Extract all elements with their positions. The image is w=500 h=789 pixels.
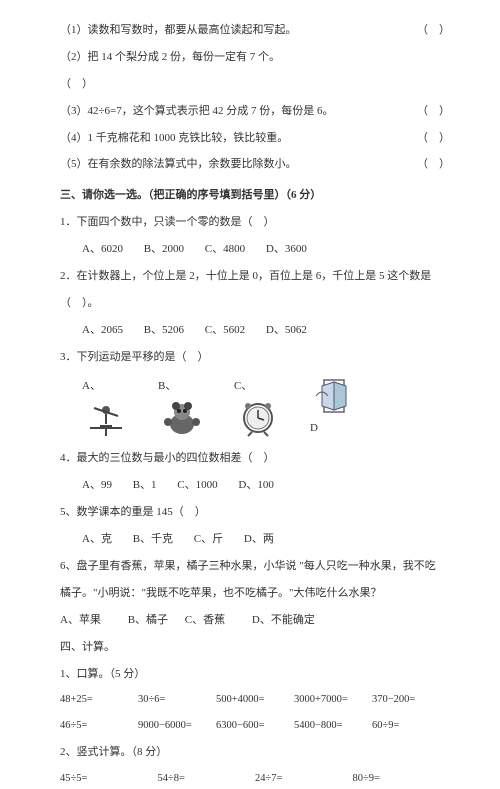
calc-sub2: 2、竖式计算。（8 分） — [60, 742, 450, 763]
mc-q2b: B、5206 — [144, 324, 184, 336]
section4-title: 四、计算。 — [60, 637, 450, 658]
mc-q2-choices: A、2065 B、5206 C、5602 D、5062 — [60, 320, 450, 341]
tf-q5-text: （5）在有余数的除法算式中，余数要比除数小。 — [60, 158, 297, 170]
mc-q6-choices: A、苹果 B、橘子 C、香蕉 D、不能确定 — [60, 610, 450, 631]
tf-q2-paren: （ ） — [60, 74, 450, 95]
calc-row3: 45÷5= 54÷8= 24÷7= 80÷9= — [60, 769, 450, 789]
calc-r2c: 6300−600= — [216, 716, 294, 736]
mc-q2d: D、5062 — [266, 324, 307, 336]
tf-q4-text: （4）1 千克棉花和 1000 克铁比较，铁比较重。 — [60, 132, 288, 144]
calc-r2a: 46÷5= — [60, 716, 138, 736]
calc-r2e: 60÷9= — [372, 716, 450, 736]
calc-r3d: 80÷9= — [353, 769, 451, 789]
tf-q4: （4）1 千克棉花和 1000 克铁比较，铁比较重。 （ ） — [60, 128, 450, 149]
mc-q2c: C、5602 — [205, 324, 245, 336]
img-b-label: B、 — [158, 376, 176, 397]
mc-q6a: A、苹果 — [60, 614, 101, 626]
mc-q5c: C、斤 — [194, 533, 223, 545]
img-d-item: D — [310, 376, 358, 439]
panda-toy-icon — [158, 398, 206, 438]
mc-q1a: A、6020 — [82, 243, 123, 255]
tf-q1: （1）读数和写数时，都要从最高位读起和写起。 （ ） — [60, 20, 450, 41]
img-a-item: A、 — [82, 376, 130, 439]
mc-q1b: B、2000 — [144, 243, 184, 255]
mc-q5a: A、克 — [82, 533, 112, 545]
mc-q4c: C、1000 — [177, 479, 217, 491]
section3-title: 三、请你选一选。（把正确的序号填到括号里）（6 分） — [60, 185, 450, 206]
tf-q1-text: （1）读数和写数时，都要从最高位读起和写起。 — [60, 24, 297, 36]
mc-q1d: D、3600 — [266, 243, 307, 255]
tf-q1-paren: （ ） — [417, 20, 450, 41]
calc-r3a: 45÷5= — [60, 769, 158, 789]
mc-q2-line2: （ ）。 — [60, 293, 450, 314]
door-icon — [310, 376, 358, 416]
img-c-item: C、 — [234, 376, 282, 439]
mc-q5: 5、数学课本的重是 145（ ） — [60, 502, 450, 523]
img-c-label: C、 — [234, 376, 252, 397]
acrobat-icon — [82, 398, 130, 438]
calc-r2d: 5400−800= — [294, 716, 372, 736]
mc-q6d: D、不能确定 — [252, 614, 315, 626]
img-a-label: A、 — [82, 376, 101, 397]
mc-q1c: C、4800 — [205, 243, 245, 255]
calc-sub1: 1、口算。（5 分） — [60, 664, 450, 685]
img-b-item: B、 — [158, 376, 206, 439]
calc-r2b: 9000−6000= — [138, 716, 216, 736]
calc-r1c: 500+4000= — [216, 690, 294, 710]
calc-r1d: 3000+7000= — [294, 690, 372, 710]
calc-r3b: 54÷8= — [158, 769, 256, 789]
mc-q4a: A、99 — [82, 479, 112, 491]
tf-q3-paren: （ ） — [417, 101, 450, 122]
mc-q4d: D、100 — [238, 479, 273, 491]
mc-q1: 1．下面四个数中，只读一个零的数是（ ） — [60, 212, 450, 233]
mc-q1-choices: A、6020 B、2000 C、4800 D、3600 — [60, 239, 450, 260]
mc-q4: 4．最大的三位数与最小的四位数相差（ ） — [60, 448, 450, 469]
mc-q2-line1: 2．在计数器上，个位上是 2，十位上是 0，百位上是 6，千位上是 5 这个数是 — [60, 266, 450, 287]
calc-r1b: 30÷6= — [138, 690, 216, 710]
tf-q4-paren: （ ） — [417, 128, 450, 149]
mc-q3-images: A、 B、 C、 — [60, 376, 450, 439]
tf-q2-text: （2）把 14 个梨分成 2 份，每份一定有 7 个。 — [60, 51, 280, 63]
mc-q3: 3．下列运动是平移的是（ ） — [60, 347, 450, 368]
mc-q2a: A、2065 — [82, 324, 123, 336]
mc-q5d: D、两 — [244, 533, 274, 545]
mc-q4b: B、1 — [133, 479, 157, 491]
calc-row2: 46÷5= 9000−6000= 6300−600= 5400−800= 60÷… — [60, 716, 450, 736]
tf-q2: （2）把 14 个梨分成 2 份，每份一定有 7 个。 — [60, 47, 450, 68]
calc-row1: 48+25= 30÷6= 500+4000= 3000+7000= 370−20… — [60, 690, 450, 710]
mc-q4-choices: A、99 B、1 C、1000 D、100 — [60, 475, 450, 496]
calc-r1e: 370−200= — [372, 690, 450, 710]
mc-q6-line2: 橘子。"小明说："我既不吃苹果，也不吃橘子。"大伟吃什么水果？ — [60, 583, 450, 604]
mc-q5-choices: A、克 B、千克 C、斤 D、两 — [60, 529, 450, 550]
tf-q5-paren: （ ） — [417, 154, 450, 175]
mc-q6c: C、香蕉 — [185, 614, 225, 626]
clock-icon — [234, 398, 282, 438]
img-d-label: D — [310, 418, 318, 439]
mc-q6-line1: 6、盘子里有香蕉，苹果，橘子三种水果，小华说 "每人只吃一种水果，我不吃 — [60, 556, 450, 577]
calc-r3c: 24÷7= — [255, 769, 353, 789]
mc-q5b: B、千克 — [133, 533, 173, 545]
tf-q3: （3）42÷6=7，这个算式表示把 42 分成 7 份，每份是 6。 （ ） — [60, 101, 450, 122]
tf-q3-text: （3）42÷6=7，这个算式表示把 42 分成 7 份，每份是 6。 — [60, 105, 334, 117]
mc-q6b: B、橘子 — [128, 614, 168, 626]
calc-r1a: 48+25= — [60, 690, 138, 710]
tf-q5: （5）在有余数的除法算式中，余数要比除数小。 （ ） — [60, 154, 450, 175]
